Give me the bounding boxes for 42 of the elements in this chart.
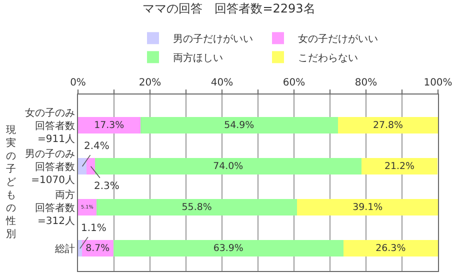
data-label: 1.1% xyxy=(81,223,106,234)
bar xyxy=(140,117,338,134)
x-tick-label: 0% xyxy=(70,78,86,89)
y-tick-label: 両方回答者数=312人 xyxy=(35,188,75,227)
bar xyxy=(361,158,438,175)
x-tick-label: 20% xyxy=(138,78,162,89)
legend-label: こだわらない xyxy=(298,53,358,64)
data-label: 8.7% xyxy=(86,242,110,254)
data-label: 27.8% xyxy=(372,120,403,131)
bar xyxy=(113,240,344,257)
data-label: 55.8% xyxy=(182,202,212,213)
bar xyxy=(78,117,140,134)
bar xyxy=(78,158,87,175)
x-tick-label: 40% xyxy=(210,78,234,89)
data-label: 17.3% xyxy=(94,120,124,131)
data-label: 63.9% xyxy=(213,242,244,254)
y-tick-label: 総計 xyxy=(54,242,75,255)
bar xyxy=(78,199,96,216)
data-label: 54.9% xyxy=(224,120,254,131)
y-tick-label: 女の子のみ回答者数=911人 xyxy=(25,106,75,145)
x-tick-label: 60% xyxy=(282,78,306,89)
data-label: 2.4% xyxy=(84,141,110,152)
bar xyxy=(94,158,362,175)
legend-label: 男の子だけがいい xyxy=(173,34,253,46)
data-label: 74.0% xyxy=(213,160,244,172)
bar xyxy=(86,158,95,175)
bar xyxy=(343,240,438,257)
y-tick-label: 男の子のみ回答者数=1070人 xyxy=(25,148,75,186)
bar xyxy=(78,240,82,257)
text: 現実の子どもの性別 xyxy=(6,125,16,240)
x-tick-label: 100% xyxy=(424,78,452,89)
x-tick-label: 80% xyxy=(354,78,378,89)
bar xyxy=(96,199,298,216)
data-label: 39.1% xyxy=(352,202,383,213)
bar xyxy=(297,199,438,216)
data-label: 21.2% xyxy=(384,160,414,172)
legend-label: 両方ほしい xyxy=(173,52,223,64)
legend-label: 女の子だけがいい xyxy=(298,33,378,46)
data-label: 2.3% xyxy=(94,181,120,192)
bar xyxy=(338,117,438,134)
chart-title: ママの回答 回答者数=2293名 xyxy=(142,2,316,16)
data-label: 26.3% xyxy=(376,242,406,254)
